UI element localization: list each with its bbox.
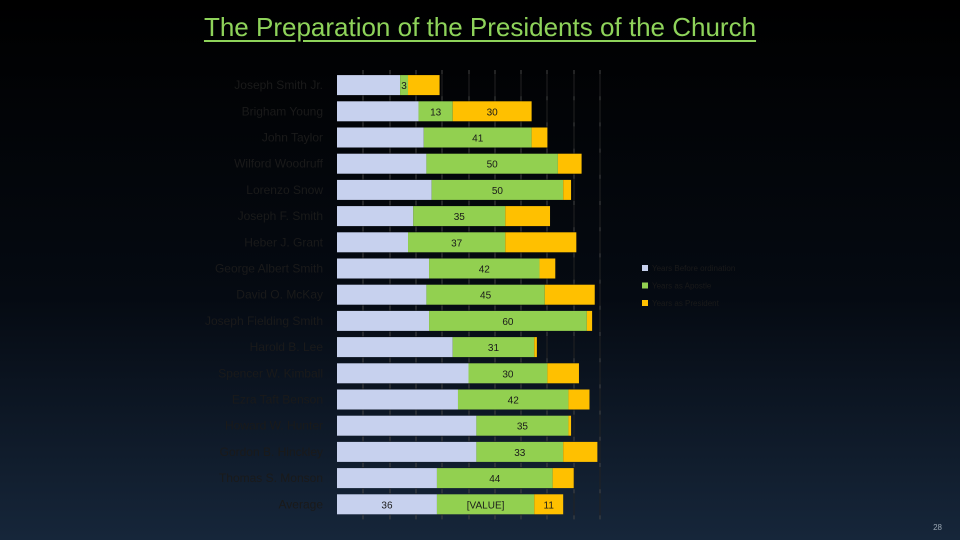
bar-years-before-ordination-joseph-smith-jr <box>337 75 401 96</box>
bar-years-as-president-lorenzo-snow <box>563 179 572 200</box>
category-label-ezra-taft-benson: Ezra Taft Benson <box>232 393 323 407</box>
legend-label-years-as-apostle: Years as Apostle <box>652 282 712 291</box>
bar-years-before-ordination-joseph-fielding-smith <box>337 310 430 331</box>
bar-years-before-ordination-thomas-s-monson <box>337 468 437 489</box>
data-label: 45 <box>480 291 492 302</box>
bar-years-as-apostle-george-albert-smith <box>429 258 540 279</box>
category-label-john-taylor: John Taylor <box>262 131 323 145</box>
data-label: 31 <box>488 343 500 354</box>
bar-years-as-apostle-lorenzo-snow <box>431 179 564 200</box>
category-label-gordon-b-hinckley: Gordon B. Hinckley <box>220 445 323 459</box>
bar-years-before-ordination-brigham-young <box>337 101 419 122</box>
data-label: 30 <box>502 369 514 380</box>
category-label-joseph-fielding-smith: Joseph Fielding Smith <box>205 314 323 328</box>
bar-years-before-ordination-average <box>337 494 437 515</box>
category-label-wilford-woodruff: Wilford Woodruff <box>234 157 324 171</box>
bar-years-as-president-joseph-smith-jr <box>408 75 440 96</box>
bar-years-as-president-heber-j-grant <box>505 232 577 253</box>
category-label-david-o-mckay: David O. McKay <box>236 288 323 302</box>
data-label: 35 <box>517 422 529 433</box>
bar-years-as-president-howard-w-hunter <box>568 415 572 436</box>
bar-years-before-ordination-gordon-b-hinckley <box>337 441 477 462</box>
data-label: 50 <box>487 160 499 171</box>
bar-years-before-ordination-spencer-w-kimball <box>337 363 469 384</box>
bar-years-as-apostle-john-taylor <box>423 127 532 148</box>
data-label: 3 <box>401 81 407 92</box>
bar-years-as-apostle-heber-j-grant <box>408 232 506 253</box>
bar-years-as-apostle-gordon-b-hinckley <box>476 441 564 462</box>
bar-years-as-president-average <box>534 494 564 515</box>
bar-years-as-president-spencer-w-kimball <box>547 363 579 384</box>
data-label: 30 <box>487 107 499 118</box>
bar-years-as-apostle-spencer-w-kimball <box>468 363 548 384</box>
bar-years-as-apostle-brigham-young <box>418 101 453 122</box>
bar-years-as-president-joseph-f-smith <box>505 206 551 227</box>
bar-years-before-ordination-lorenzo-snow <box>337 179 432 200</box>
category-label-heber-j-grant: Heber J. Grant <box>244 235 323 249</box>
bar-years-as-president-john-taylor <box>531 127 548 148</box>
legend-swatch-years-as-apostle <box>642 282 648 289</box>
bar-years-as-apostle-ezra-taft-benson <box>457 389 569 410</box>
bar-years-as-apostle-joseph-smith-jr <box>400 75 409 96</box>
bar-years-before-ordination-wilford-woodruff <box>337 153 427 174</box>
category-label-brigham-young: Brigham Young <box>242 104 323 118</box>
category-label-spencer-w-kimball: Spencer W. Kimball <box>218 366 323 380</box>
data-label: 36 <box>381 500 393 511</box>
bar-years-as-apostle-wilford-woodruff <box>426 153 558 174</box>
legend-swatch-years-as-president <box>642 300 648 306</box>
data-label: [VALUE] <box>467 500 505 511</box>
category-label-thomas-s-monson: Thomas S. Monson <box>219 471 323 485</box>
data-label: 37 <box>451 238 463 249</box>
bar-years-as-president-george-albert-smith <box>539 258 556 279</box>
bar-years-before-ordination-david-o-mckay <box>337 284 427 305</box>
bar-years-as-president-brigham-young <box>452 101 532 122</box>
bar-years-before-ordination-george-albert-smith <box>337 258 430 279</box>
data-label: 50 <box>492 186 504 197</box>
data-label: 33 <box>514 448 526 459</box>
slide-title: The Preparation of the Presidents of the… <box>203 12 757 42</box>
bar-years-before-ordination-john-taylor <box>337 127 424 148</box>
bar-years-before-ordination-heber-j-grant <box>337 232 409 253</box>
data-label: 42 <box>508 396 520 407</box>
bar-years-as-apostle-joseph-fielding-smith <box>429 310 587 331</box>
page-number: 28 <box>933 523 942 532</box>
bar-years-as-apostle-joseph-f-smith <box>413 206 506 227</box>
data-label: 11 <box>544 500 555 511</box>
data-label: 42 <box>479 265 491 276</box>
bar-years-before-ordination-harold-b-lee <box>337 337 453 358</box>
category-label-howard-w-hunter: Howard W. Hunter <box>225 419 323 433</box>
category-label-harold-b-lee: Harold B. Lee <box>250 340 324 354</box>
bar-years-as-president-david-o-mckay <box>544 284 595 305</box>
data-label: 35 <box>454 212 466 223</box>
bar-years-as-president-thomas-s-monson <box>552 468 574 489</box>
bar-years-as-president-gordon-b-hinckley <box>563 441 598 462</box>
bar-years-as-apostle-average <box>436 494 535 515</box>
bar-years-as-apostle-howard-w-hunter <box>476 415 569 436</box>
legend-label-years-before-ordination: Years Before ordination <box>652 264 735 273</box>
bar-years-before-ordination-joseph-f-smith <box>337 206 414 227</box>
category-label-lorenzo-snow: Lorenzo Snow <box>246 183 323 197</box>
bar-years-as-president-ezra-taft-benson <box>568 389 590 410</box>
bar-years-as-apostle-david-o-mckay <box>426 284 545 305</box>
category-label-joseph-f-smith: Joseph F. Smith <box>238 209 323 223</box>
bar-years-as-president-joseph-fielding-smith <box>586 310 593 331</box>
bar-years-as-president-wilford-woodruff <box>557 153 582 174</box>
data-label: 60 <box>502 317 514 328</box>
data-label: 41 <box>472 134 484 145</box>
category-label-average: Average <box>279 497 324 511</box>
category-label-joseph-smith-jr: Joseph Smith Jr. <box>234 78 323 92</box>
legend-swatch-years-before-ordination <box>642 265 648 271</box>
data-label: 44 <box>489 474 501 485</box>
bar-years-as-president-harold-b-lee <box>534 337 537 358</box>
bar-years-as-apostle-harold-b-lee <box>452 337 535 358</box>
category-label-george-albert-smith: George Albert Smith <box>215 262 323 276</box>
bar-years-before-ordination-howard-w-hunter <box>337 415 477 436</box>
data-label: 13 <box>430 107 442 118</box>
bar-years-as-apostle-thomas-s-monson <box>436 468 553 489</box>
legend-label-years-as-president: Years as President <box>652 299 720 308</box>
bar-years-before-ordination-ezra-taft-benson <box>337 389 458 410</box>
